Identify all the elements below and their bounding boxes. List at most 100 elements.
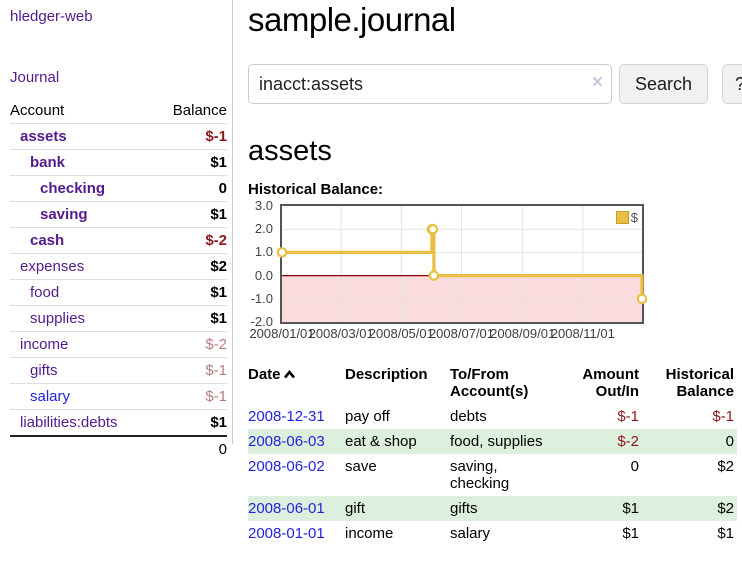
account-balance: $1 (154, 149, 227, 176)
x-tick-label: 2008/07/01 (428, 326, 495, 341)
account-balance: $-1 (154, 383, 227, 410)
account-link[interactable]: food (30, 284, 60, 301)
sidebar: hledger-web Journal Account Balance asse… (0, 0, 233, 462)
account-link[interactable]: assets (20, 128, 67, 145)
legend-label: $ (630, 210, 638, 225)
account-balance: $-1 (154, 357, 227, 384)
transactions-header-row: Date Description To/From Account(s) Amou… (248, 363, 737, 404)
x-tick-label: 2008/03/01 (308, 326, 374, 341)
accounts-table: Account Balance assets $-1 bank $1 (10, 99, 227, 462)
transaction-row[interactable]: 2008-12-31 pay off debts $-1 $-1 (248, 404, 737, 429)
x-tick-label: 2008/01/01 (249, 326, 315, 341)
transaction-balance: $-1 (712, 408, 734, 425)
account-link[interactable]: cash (30, 232, 65, 249)
y-tick-label: 1.0 (254, 244, 273, 260)
clear-search-icon[interactable]: × (591, 72, 603, 93)
historical-balance-chart: 3.0 2.0 1.0 0.0 -1.0 -2.0 $ 2008/01/01 2008/03… (248, 198, 742, 342)
col-header-date[interactable]: Date (248, 363, 345, 404)
transaction-row[interactable]: 2008-06-03 eat & shop food, supplies $-2… (248, 429, 737, 454)
transaction-description: pay off (345, 408, 390, 425)
account-link[interactable]: checking (40, 180, 106, 197)
chart-canvas (276, 206, 648, 322)
account-link[interactable]: supplies (30, 310, 86, 327)
x-tick-label: 2008/05/01 (368, 326, 434, 341)
x-tick-label: 2008/11/01 (550, 326, 615, 341)
accounts-total-row: 0 (10, 435, 227, 462)
col-header-description: Description (345, 366, 428, 383)
transaction-date-link[interactable]: 2008-06-03 (248, 433, 325, 450)
accounts-total-balance: 0 (154, 435, 227, 462)
transactions-table: Date Description To/From Account(s) Amou… (248, 363, 737, 546)
search-button[interactable]: Search (619, 64, 709, 104)
account-row: income $-2 (10, 331, 227, 358)
chart-title: Historical Balance: (248, 181, 384, 198)
account-balance: $1 (154, 279, 227, 306)
account-row: food $1 (10, 279, 227, 306)
accounts-header-balance: Balance (172, 102, 227, 119)
account-balance: $1 (154, 201, 227, 228)
transaction-date-link[interactable]: 2008-06-02 (248, 458, 325, 475)
account-link[interactable]: saving (40, 206, 88, 223)
sidebar-item-journal[interactable]: Journal (10, 69, 60, 86)
page-title: sample.journal (248, 1, 456, 38)
account-row: assets $-1 (10, 123, 227, 150)
y-tick-label: 2.0 (254, 221, 273, 237)
transaction-date-link[interactable]: 2008-06-01 (248, 500, 325, 517)
transaction-row[interactable]: 2008-06-01 gift gifts $1 $2 (248, 496, 737, 521)
transaction-amount: $-1 (617, 408, 639, 425)
transaction-date-link[interactable]: 2008-12-31 (248, 408, 325, 425)
account-row: gifts $-1 (10, 357, 227, 384)
chart-x-axis-labels: 2008/01/01 2008/03/01 2008/05/01 2008/07/01… (249, 324, 644, 342)
transaction-row[interactable]: 2008-06-02 save saving, checking 0 $2 (248, 454, 737, 496)
transaction-row[interactable]: 2008-01-01 income salary $1 $1 (248, 521, 737, 546)
transaction-amount: $1 (622, 525, 639, 542)
chart-y-axis-labels: 3.0 2.0 1.0 0.0 -1.0 -2.0 (248, 198, 280, 329)
y-tick-label: 0.0 (254, 267, 273, 283)
transaction-accounts: gifts (450, 500, 478, 517)
transaction-accounts: food, supplies (450, 433, 543, 450)
account-link[interactable]: liabilities:debts (20, 414, 118, 431)
transaction-balance: $2 (717, 458, 734, 475)
transaction-balance: $1 (717, 525, 734, 542)
account-balance: $2 (154, 253, 227, 280)
account-balance: $-2 (154, 227, 227, 254)
transaction-description: save (345, 458, 377, 475)
brand-link[interactable]: hledger-web (10, 8, 93, 25)
account-row: saving $1 (10, 201, 227, 228)
chart-legend: $ (615, 210, 638, 225)
account-row: liabilities:debts $1 (10, 409, 227, 436)
transaction-amount: $1 (622, 500, 639, 517)
account-balance: $-2 (154, 331, 227, 358)
account-row: salary $-1 (10, 383, 227, 410)
account-link[interactable]: expenses (20, 258, 85, 275)
account-row: checking 0 (10, 175, 227, 202)
account-row: bank $1 (10, 149, 227, 176)
search-field-wrap: × (248, 64, 612, 104)
transaction-balance: $2 (717, 500, 734, 517)
account-balance: 0 (154, 175, 227, 202)
main-content: sample.journal × Search ? assets Histori… (233, 0, 742, 582)
col-header-amount: Amount Out/In (582, 366, 639, 400)
account-link[interactable]: income (20, 336, 69, 353)
transaction-amount: 0 (630, 458, 639, 475)
transaction-description: income (345, 525, 394, 542)
account-link[interactable]: salary (30, 388, 71, 405)
transaction-amount: $-2 (617, 433, 639, 450)
y-tick-label: -1.0 (250, 290, 273, 306)
transaction-description: eat & shop (345, 433, 417, 450)
chart-plot-area: $ (276, 204, 648, 324)
transaction-balance: 0 (725, 433, 734, 450)
legend-swatch-icon (615, 211, 629, 224)
account-row: supplies $1 (10, 305, 227, 332)
account-link[interactable]: bank (30, 154, 66, 171)
search-input[interactable] (248, 64, 612, 104)
help-button[interactable]: ? (722, 64, 742, 104)
account-balance: $1 (154, 305, 227, 332)
col-header-accounts: To/From Account(s) (450, 366, 529, 400)
transaction-description: gift (345, 500, 366, 517)
accounts-header-account: Account (10, 102, 65, 119)
account-link[interactable]: gifts (30, 362, 58, 379)
account-row: cash $-2 (10, 227, 227, 254)
transaction-date-link[interactable]: 2008-01-01 (248, 525, 325, 542)
